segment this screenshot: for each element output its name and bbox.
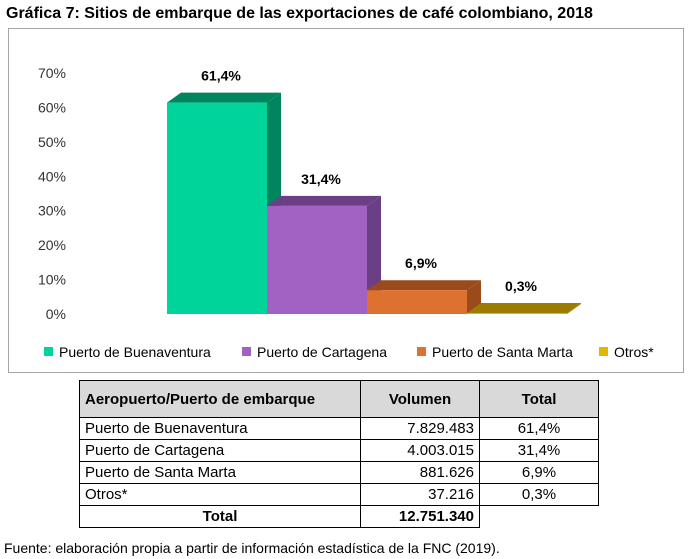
bar-top xyxy=(367,280,481,291)
bars xyxy=(167,92,581,314)
chart-area: 0% 10% 20% 30% 40% 50% 60% 70% 61,4% 31,4% 6,9% 0,… xyxy=(8,28,684,373)
total-label: Total xyxy=(79,505,361,528)
y-tick-label: 0% xyxy=(46,306,66,322)
y-tick-label: 10% xyxy=(38,272,66,288)
legend: Puerto de Buenaventura Puerto de Cartagen… xyxy=(44,344,654,360)
legend-label: Otros* xyxy=(614,344,654,360)
y-tick-label: 70% xyxy=(38,65,66,81)
bar xyxy=(167,102,267,314)
data-labels: 61,4% 31,4% 6,9% 0,3% xyxy=(201,68,537,294)
y-tick-label: 60% xyxy=(38,99,66,115)
y-tick-label: 20% xyxy=(38,237,66,253)
cell-total: 61,4% xyxy=(479,417,599,440)
bar-top xyxy=(467,302,581,313)
y-tick-label: 40% xyxy=(38,168,66,184)
data-label: 31,4% xyxy=(301,171,341,187)
legend-label: Puerto de Santa Marta xyxy=(432,344,573,360)
cell-total: 31,4% xyxy=(479,439,599,462)
bar-chart: 0% 10% 20% 30% 40% 50% 60% 70% 61,4% 31,4% 6,9% 0,… xyxy=(38,65,654,360)
source-note: Fuente: elaboración propia a partir de i… xyxy=(4,540,500,556)
bar xyxy=(267,205,367,314)
cell-volume: 4.003.015 xyxy=(360,439,480,462)
bar xyxy=(367,290,467,314)
bar-top xyxy=(167,92,281,103)
bar-side xyxy=(567,302,581,314)
cell-volume: 7.829.483 xyxy=(360,417,480,440)
table-row: Puerto de Cartagena 4.003.015 31,4% xyxy=(79,439,599,462)
header-volume: Volumen xyxy=(360,380,480,418)
legend-label: Puerto de Buenaventura xyxy=(59,344,211,360)
header-port: Aeropuerto/Puerto de embarque xyxy=(79,380,361,418)
data-label: 6,9% xyxy=(405,255,437,271)
table-row: Otros* 37.216 0,3% xyxy=(79,483,599,506)
summary-table: Aeropuerto/Puerto de embarque Volumen To… xyxy=(79,380,599,528)
header-total: Total xyxy=(479,380,599,418)
legend-swatch xyxy=(44,347,53,356)
table-row: Puerto de Buenaventura 7.829.483 61,4% xyxy=(79,417,599,440)
cell-total: 6,9% xyxy=(479,461,599,484)
cell-port: Otros* xyxy=(79,483,361,506)
y-tick-label: 50% xyxy=(38,134,66,150)
table-total-row: Total 12.751.340 xyxy=(79,505,599,528)
legend-swatch xyxy=(417,347,426,356)
y-tick-label: 30% xyxy=(38,203,66,219)
chart-title: Gráfica 7: Sitios de embarque de las exp… xyxy=(6,5,593,22)
total-empty-cell xyxy=(480,506,599,528)
table-header-row: Aeropuerto/Puerto de embarque Volumen To… xyxy=(79,380,599,418)
total-volume: 12.751.340 xyxy=(360,505,480,528)
bar xyxy=(467,312,567,314)
legend-swatch xyxy=(599,347,608,356)
bar-top xyxy=(267,195,381,206)
cell-total: 0,3% xyxy=(479,483,599,506)
cell-volume: 881.626 xyxy=(360,461,480,484)
legend-swatch xyxy=(242,347,251,356)
cell-port: Puerto de Cartagena xyxy=(79,439,361,462)
legend-label: Puerto de Cartagena xyxy=(257,344,387,360)
data-label: 61,4% xyxy=(201,68,241,84)
cell-port: Puerto de Buenaventura xyxy=(79,417,361,440)
table-row: Puerto de Santa Marta 881.626 6,9% xyxy=(79,461,599,484)
cell-port: Puerto de Santa Marta xyxy=(79,461,361,484)
data-label: 0,3% xyxy=(505,278,537,294)
cell-volume: 37.216 xyxy=(360,483,480,506)
